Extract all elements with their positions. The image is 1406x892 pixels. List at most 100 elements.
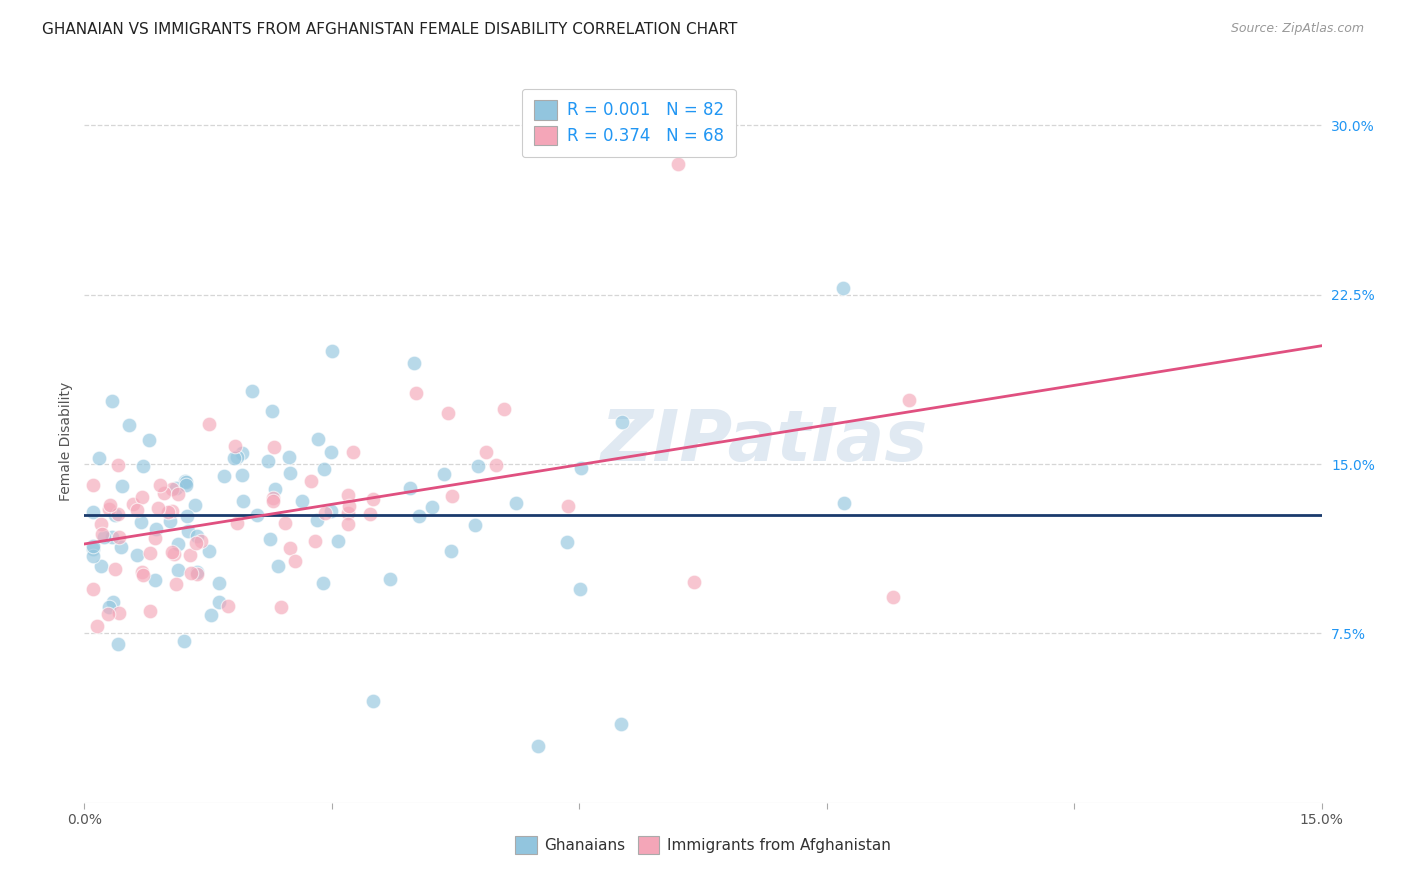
Point (108, 530, 131, 544)
Point (82, 478, 104, 492)
Point (174, 475, 197, 490)
Text: ZIPatlas: ZIPatlas (602, 407, 928, 476)
Point (569, 460, 592, 475)
Point (86, 619, 108, 633)
Point (278, 466, 301, 480)
Point (284, 554, 307, 568)
Point (405, 385, 427, 400)
Point (231, 446, 253, 460)
Point (399, 481, 422, 495)
Point (149, 478, 172, 492)
Point (437, 406, 460, 420)
Point (107, 507, 129, 521)
Point (82, 541, 104, 556)
Point (118, 417, 141, 432)
Point (184, 498, 207, 512)
Point (898, 393, 921, 408)
Point (682, 575, 704, 590)
Point (165, 576, 187, 591)
Point (527, 739, 550, 754)
Point (145, 522, 167, 536)
Point (176, 508, 198, 523)
Point (82, 582, 104, 597)
Point (101, 393, 124, 408)
Point (441, 489, 464, 503)
Point (260, 404, 283, 418)
Point (319, 445, 342, 459)
Point (262, 491, 284, 505)
Point (326, 534, 349, 549)
Point (107, 637, 129, 651)
Point (361, 694, 384, 708)
Point (475, 445, 498, 459)
Point (156, 505, 179, 519)
Point (208, 595, 231, 609)
Point (160, 504, 183, 518)
Point (107, 458, 129, 472)
Text: GHANAIAN VS IMMIGRANTS FROM AFGHANISTAN FEMALE DISABILITY CORRELATION CHART: GHANAIAN VS IMMIGRANTS FROM AFGHANISTAN … (42, 22, 738, 37)
Point (222, 450, 245, 465)
Point (159, 514, 181, 528)
Point (125, 548, 148, 562)
Point (262, 494, 284, 508)
Point (312, 575, 335, 590)
Point (108, 606, 131, 620)
Point (439, 543, 461, 558)
Point (270, 600, 292, 615)
Point (264, 483, 287, 497)
Point (609, 716, 631, 731)
Point (304, 533, 326, 548)
Point (173, 634, 195, 648)
Point (143, 573, 166, 587)
Text: Source: ZipAtlas.com: Source: ZipAtlas.com (1230, 22, 1364, 36)
Point (433, 467, 456, 482)
Point (146, 500, 169, 515)
Point (336, 507, 359, 521)
Point (257, 454, 280, 468)
Point (104, 562, 127, 576)
Point (82, 549, 104, 563)
Point (312, 462, 335, 476)
Point (186, 529, 208, 543)
Point (231, 467, 253, 482)
Point (122, 497, 145, 511)
Point (138, 604, 160, 618)
Point (100, 529, 122, 543)
Point (232, 494, 254, 508)
Point (93, 530, 115, 544)
Legend: Ghanaians, Immigrants from Afghanistan: Ghanaians, Immigrants from Afghanistan (509, 830, 897, 860)
Point (299, 474, 322, 488)
Point (174, 478, 197, 492)
Point (132, 567, 155, 582)
Point (98, 498, 121, 512)
Point (224, 439, 246, 453)
Point (131, 566, 153, 580)
Point (163, 547, 186, 561)
Point (485, 458, 508, 473)
Point (240, 384, 263, 399)
Point (610, 415, 633, 429)
Point (138, 433, 160, 447)
Point (143, 531, 166, 545)
Point (305, 513, 328, 527)
Point (160, 545, 183, 559)
Point (569, 582, 592, 596)
Point (103, 508, 125, 522)
Point (359, 508, 381, 522)
Point (557, 499, 579, 513)
Point (186, 566, 208, 581)
Point (90, 558, 112, 573)
Point (167, 563, 190, 577)
Point (277, 450, 299, 465)
Point (267, 559, 290, 574)
Point (337, 500, 360, 514)
Point (198, 417, 221, 431)
Point (226, 516, 249, 530)
Point (180, 566, 202, 581)
Point (274, 516, 297, 530)
Point (190, 533, 212, 548)
Point (132, 458, 155, 473)
Point (342, 445, 364, 459)
Point (832, 281, 855, 295)
Point (97, 599, 120, 614)
